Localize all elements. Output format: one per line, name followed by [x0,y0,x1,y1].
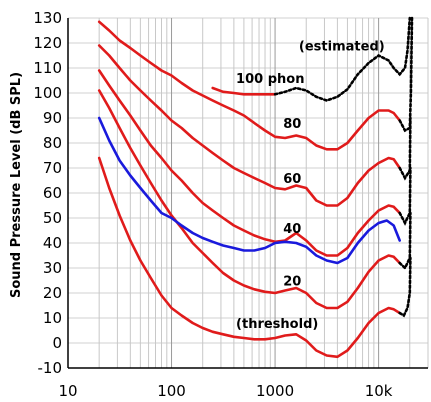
annotation-label: 100 phon [236,72,304,87]
x-tick-label: 100 [157,382,186,400]
series-line-0 [97,156,401,359]
annotation-label: 40 [283,222,301,237]
series-line-2 [97,69,401,257]
axes [67,18,428,369]
y-tick-label: 40 [43,234,62,252]
y-tick-label: 110 [33,59,62,77]
y-tick-label: 20 [43,284,62,302]
annotation-label: 80 [283,117,301,132]
y-tick-label: 100 [33,84,62,102]
series-line-4 [97,20,401,151]
y-tick-labels: -10 0 10 20 30 40 50 60 70 80 90 100 110 120 130 [33,9,62,377]
series-line-1 [97,89,401,310]
series-line-5 [211,86,277,96]
x-tick-label: 10k [365,382,393,400]
y-axis-label: Sound Pressure Level (dB SPL) [9,72,24,298]
y-tick-label: 80 [43,134,62,152]
y-tick-label: 0 [52,334,62,352]
series-line-9 [398,166,412,226]
annotation-label: 20 [283,275,301,290]
annotations: (estimated) 100 phon 80 60 40 20 (threshold) [236,40,385,333]
series-line-10 [398,211,412,271]
annotation-label: 60 [283,172,301,187]
series-line-3 [97,44,401,207]
series-layer [97,16,414,359]
y-tick-label: 60 [43,184,62,202]
x-tick-label: 1000 [256,382,294,400]
y-tick-label: 70 [43,159,62,177]
y-tick-label: 30 [43,259,62,277]
x-tick-labels: 10 100 1000 10k [58,382,392,400]
y-tick-label: 90 [43,109,62,127]
annotation-label: (estimated) [299,40,385,55]
y-tick-label: 10 [43,309,62,327]
series-line-12 [97,116,401,265]
y-tick-label: -10 [38,359,63,377]
y-tick-label: 130 [33,9,62,27]
y-tick-label: 120 [33,34,62,52]
series-line-11 [398,256,412,318]
y-tick-label: 50 [43,209,62,227]
x-tick-label: 10 [58,382,77,400]
annotation-label: (threshold) [236,317,318,332]
series-line-8 [398,116,412,181]
series-line-6 [273,16,412,102]
grid [67,17,429,369]
